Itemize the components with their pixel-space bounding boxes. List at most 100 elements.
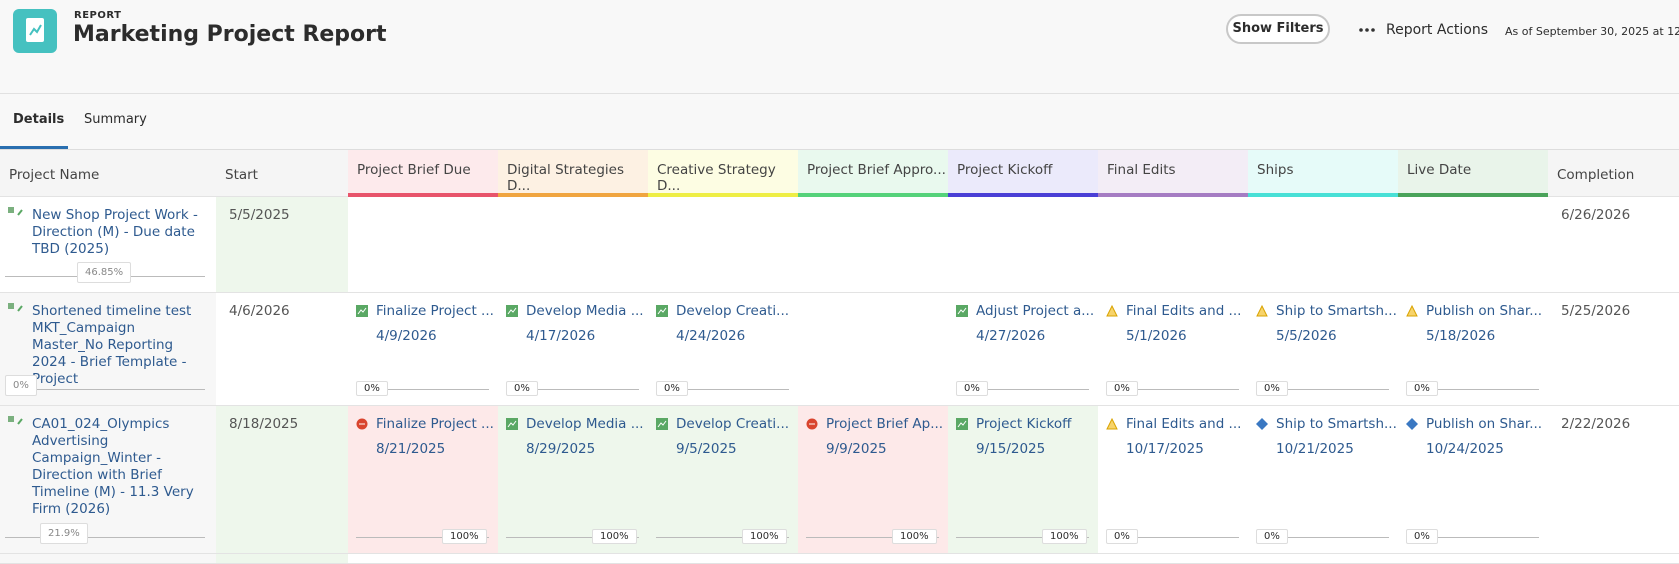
status-icon — [956, 418, 968, 430]
report-actions[interactable]: Report Actions — [1386, 22, 1488, 38]
progress-label: 46.85% — [77, 262, 132, 283]
task-date: 4/27/2026 — [976, 328, 1046, 344]
next-row — [348, 554, 498, 564]
milestone-cell: Develop Media ... 8/29/2025 100% — [498, 406, 648, 554]
progress-track — [956, 537, 1089, 538]
milestone-cell: Ship to Smartsh... 5/5/2026 0% — [1248, 293, 1398, 406]
progress-label: 0% — [5, 375, 37, 396]
task-link[interactable]: Ship to Smartsh... — [1276, 416, 1397, 432]
milestone-cell: Adjust Project a... 4/27/2026 0% — [948, 293, 1098, 406]
next-row — [1398, 554, 1548, 564]
progress-label: 0% — [1106, 529, 1138, 544]
status-icon — [356, 305, 368, 317]
status-icon — [1406, 305, 1418, 317]
status-icon — [356, 418, 368, 430]
milestone-cell — [798, 197, 948, 293]
progress-track — [506, 389, 639, 390]
project-name: Shortened timeline test MKT_Campaign Mas… — [0, 293, 216, 406]
task-link[interactable]: Final Edits and ... — [1126, 416, 1242, 432]
task-date: 8/29/2025 — [526, 441, 596, 457]
task-date: 10/24/2025 — [1426, 441, 1504, 457]
report-title: Marketing Project Report — [73, 22, 387, 47]
progress-label: 0% — [356, 381, 388, 396]
progress-label: 0% — [1256, 529, 1288, 544]
completion-date: 2/22/2026 — [1548, 406, 1679, 554]
task-date: 9/9/2025 — [826, 441, 887, 457]
next-row — [1248, 554, 1398, 564]
status-icon — [1256, 305, 1268, 317]
start-date: 5/5/2025 — [216, 197, 348, 293]
column-header: Project Name — [0, 150, 216, 197]
task-date: 5/5/2026 — [1276, 328, 1337, 344]
project-name: New Shop Project Work - Direction (M) - … — [0, 197, 216, 293]
task-link[interactable]: Finalize Project ... — [376, 416, 494, 432]
task-link[interactable]: Develop Media ... — [526, 416, 644, 432]
progress-track — [1406, 389, 1539, 390]
milestone-cell — [1248, 197, 1398, 293]
status-icon — [656, 418, 668, 430]
report-icon — [13, 9, 57, 53]
report-table: Project Name Start Project Brief Due Digita… — [0, 150, 1679, 564]
status-icon — [1406, 418, 1418, 430]
milestone-cell: Finalize Project ... 8/21/2025 100% — [348, 406, 498, 554]
project-link[interactable]: New Shop Project Work - Direction (M) - … — [32, 207, 198, 257]
report-label: REPORT — [74, 10, 122, 21]
progress-label: 0% — [506, 381, 538, 396]
progress-track — [356, 389, 489, 390]
task-link[interactable]: Develop Creati... — [676, 416, 790, 432]
task-link[interactable]: Develop Media ... — [526, 303, 644, 319]
project-name: CA01_024_Olympics Advertising Campaign_W… — [0, 406, 216, 554]
milestone-cell: Publish on Shar... 5/18/2026 0% — [1398, 293, 1548, 406]
show-filters-button[interactable]: Show Filters — [1226, 14, 1330, 44]
milestone-cell: Project Kickoff 9/15/2025 100% — [948, 406, 1098, 554]
milestone-cell: Develop Creati... 4/24/2026 0% — [648, 293, 798, 406]
task-date: 5/18/2026 — [1426, 328, 1496, 344]
milestone-cell: Develop Creati... 9/5/2025 100% — [648, 406, 798, 554]
progress-track — [1106, 537, 1239, 538]
task-link[interactable]: Final Edits and ... — [1126, 303, 1242, 319]
task-date: 9/5/2025 — [676, 441, 737, 457]
next-row — [498, 554, 648, 564]
task-date: 10/21/2025 — [1276, 441, 1354, 457]
progress-label: 0% — [656, 381, 688, 396]
column-header: Project Kickoff — [948, 150, 1098, 197]
task-link[interactable]: Project Brief Ap... — [826, 416, 944, 432]
progress-track — [5, 389, 205, 390]
task-link[interactable]: Develop Creati... — [676, 303, 790, 319]
task-link[interactable]: Ship to Smartsh... — [1276, 303, 1397, 319]
status-icon — [1106, 418, 1118, 430]
status-icon — [656, 305, 668, 317]
column-header: Digital Strategies D... — [498, 150, 648, 197]
task-date: 4/9/2026 — [376, 328, 437, 344]
project-link[interactable]: CA01_024_Olympics Advertising Campaign_W… — [32, 416, 194, 517]
task-link[interactable]: Publish on Shar... — [1426, 416, 1543, 432]
milestone-cell: Publish on Shar... 10/24/2025 0% — [1398, 406, 1548, 554]
status-icon — [1106, 305, 1118, 317]
progress-track — [1256, 389, 1389, 390]
progress-label: 100% — [442, 529, 487, 544]
milestone-cell — [348, 197, 498, 293]
tabs: Details Summary — [0, 94, 1679, 150]
progress-label: 0% — [1256, 381, 1288, 396]
progress-track — [656, 389, 789, 390]
progress-label: 100% — [592, 529, 637, 544]
task-link[interactable]: Project Kickoff — [976, 416, 1072, 432]
progress-label: 0% — [1406, 381, 1438, 396]
more-icon — [1359, 28, 1375, 32]
task-link[interactable]: Publish on Shar... — [1426, 303, 1543, 319]
completion-date: 6/26/2026 — [1548, 197, 1679, 293]
task-link[interactable]: Finalize Project ... — [376, 303, 494, 319]
milestone-cell: Finalize Project ... 4/9/2026 0% — [348, 293, 498, 406]
column-header: Creative Strategy D... — [648, 150, 798, 197]
progress-label: 100% — [892, 529, 937, 544]
milestone-cell — [798, 293, 948, 406]
status-icon — [506, 418, 518, 430]
tab[interactable]: Details — [13, 112, 65, 127]
task-link[interactable]: Adjust Project a... — [976, 303, 1095, 319]
tab[interactable]: Summary — [84, 112, 147, 127]
project-link[interactable]: Shortened timeline test MKT_Campaign Mas… — [32, 303, 192, 387]
progress-track — [1256, 537, 1389, 538]
column-header: Ships — [1248, 150, 1398, 197]
next-row — [0, 554, 216, 564]
